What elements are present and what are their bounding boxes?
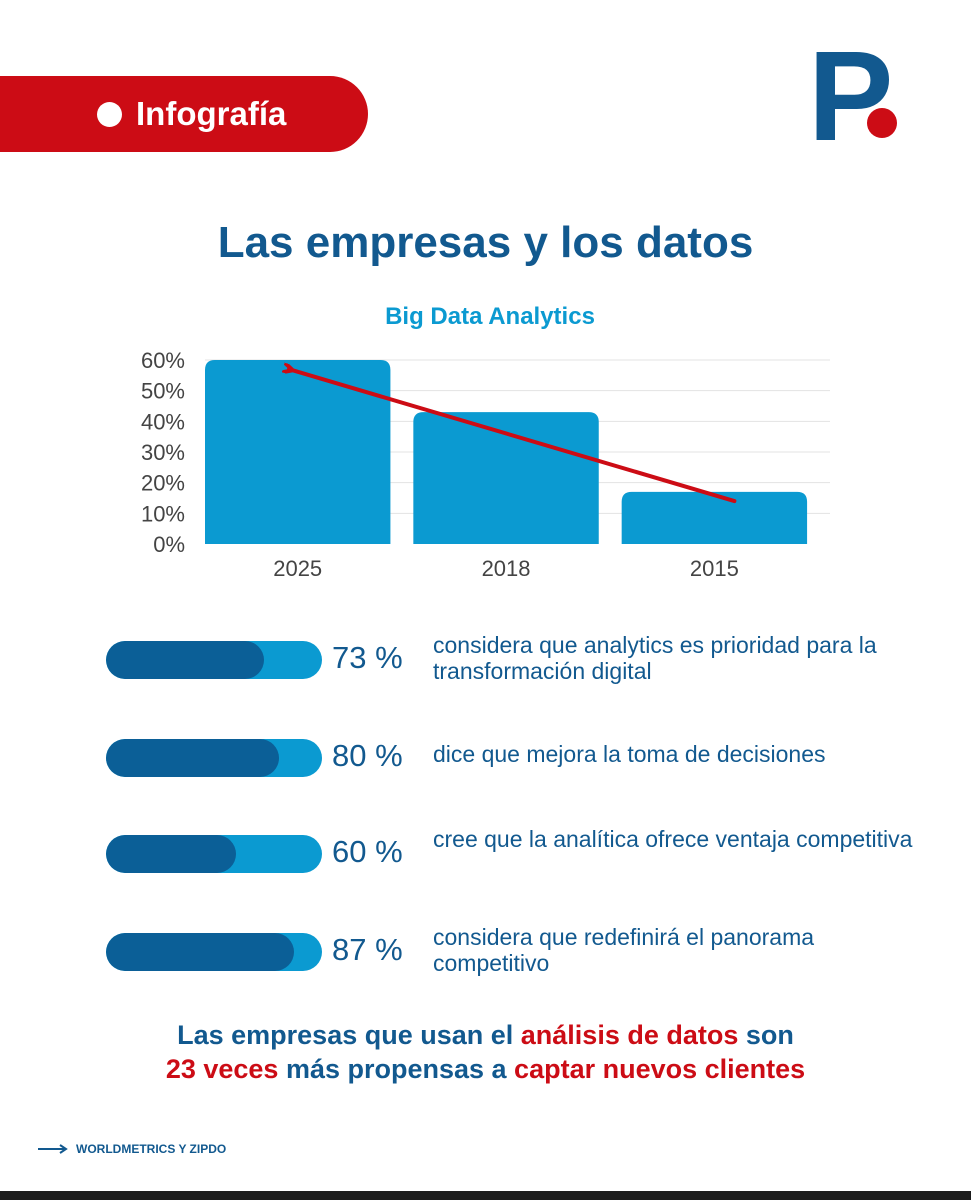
y-tick-label: 50% <box>141 379 185 404</box>
stat-row: 80 % dice que mejora la toma de decision… <box>0 728 971 788</box>
stat-percent: 80 % <box>332 738 403 773</box>
stat-percent: 73 % <box>332 640 403 675</box>
stat-description: considera que redefinirá el panorama com… <box>433 924 815 976</box>
tag-label: Infografía <box>136 95 287 132</box>
stat-bar-fill <box>106 641 264 679</box>
stat-bar-fill <box>106 835 236 873</box>
stat-row: 87 % considera que redefinirá el panoram… <box>0 922 971 982</box>
conclusion-text: Las empresas que usan el análisis de dat… <box>0 1018 971 1086</box>
stat-bar-track <box>106 933 322 971</box>
big-data-chart: Big Data Analytics 0%10%20%30%40%50%60% … <box>141 303 830 581</box>
conclusion-highlight: 23 veces <box>165 1054 279 1084</box>
conclusion-part: Las empresas que usan el <box>177 1020 521 1050</box>
trend-arrow-group <box>289 369 737 504</box>
source-credit: WORLDMETRICS Y ZIPDO <box>38 1142 226 1156</box>
bars <box>205 360 808 544</box>
stat-bar-track <box>106 835 322 873</box>
main-title: Las empresas y los datos <box>217 218 754 267</box>
y-axis-ticks: 0% 10% 20% 30% 40% 50% 60% <box>141 348 185 557</box>
y-tick-label: 40% <box>141 409 185 434</box>
stat-description: dice que mejora la toma de decisiones <box>433 741 826 767</box>
stat-bar-fill <box>106 933 294 971</box>
conclusion-highlight: captar nuevos clientes <box>514 1054 806 1084</box>
y-tick-label: 60% <box>141 348 185 373</box>
x-tick-label: 2025 <box>273 556 322 581</box>
stat-row: 60 % cree que la analítica ofrece ventaj… <box>0 824 971 884</box>
trend-arrow <box>289 369 737 504</box>
y-tick-label: 0% <box>153 532 185 557</box>
y-tick-label: 20% <box>141 471 185 496</box>
x-tick-label: 2015 <box>690 556 739 581</box>
stat-bar-fill <box>106 739 279 777</box>
stat-percent: 87 % <box>332 932 403 967</box>
conclusion-highlight: análisis de datos <box>520 1020 739 1050</box>
source-text: WORLDMETRICS Y ZIPDO <box>76 1142 227 1156</box>
stat-bar-track <box>106 641 322 679</box>
stat-bar-track <box>106 739 322 777</box>
x-tick-label: 2018 <box>482 556 531 581</box>
stat-description: cree que la analítica ofrece ventaja com… <box>433 826 913 852</box>
y-tick-label: 10% <box>141 501 185 526</box>
stat-percent: 60 % <box>332 834 403 869</box>
conclusion-part: más propensas a <box>278 1054 515 1084</box>
x-axis-ticks: 2025 2018 2015 <box>273 556 739 581</box>
bar-2018 <box>413 412 599 544</box>
bar-2025 <box>205 360 391 544</box>
bar-2015 <box>621 491 808 544</box>
stat-description: considera que analytics es prioridad par… <box>433 632 877 684</box>
publication-logo: P <box>808 44 897 144</box>
chart-title: Big Data Analytics <box>385 303 595 330</box>
infografia-tag: Infografía <box>0 76 368 152</box>
logo-dot-icon <box>867 108 897 138</box>
stat-row: 73 % considera que analytics es priorida… <box>0 630 971 690</box>
arrow-right-icon <box>38 1144 68 1154</box>
conclusion-part: son <box>738 1020 794 1050</box>
y-tick-label: 30% <box>141 440 185 465</box>
tag-dot-icon <box>97 101 122 127</box>
bottom-bar <box>0 1191 971 1200</box>
